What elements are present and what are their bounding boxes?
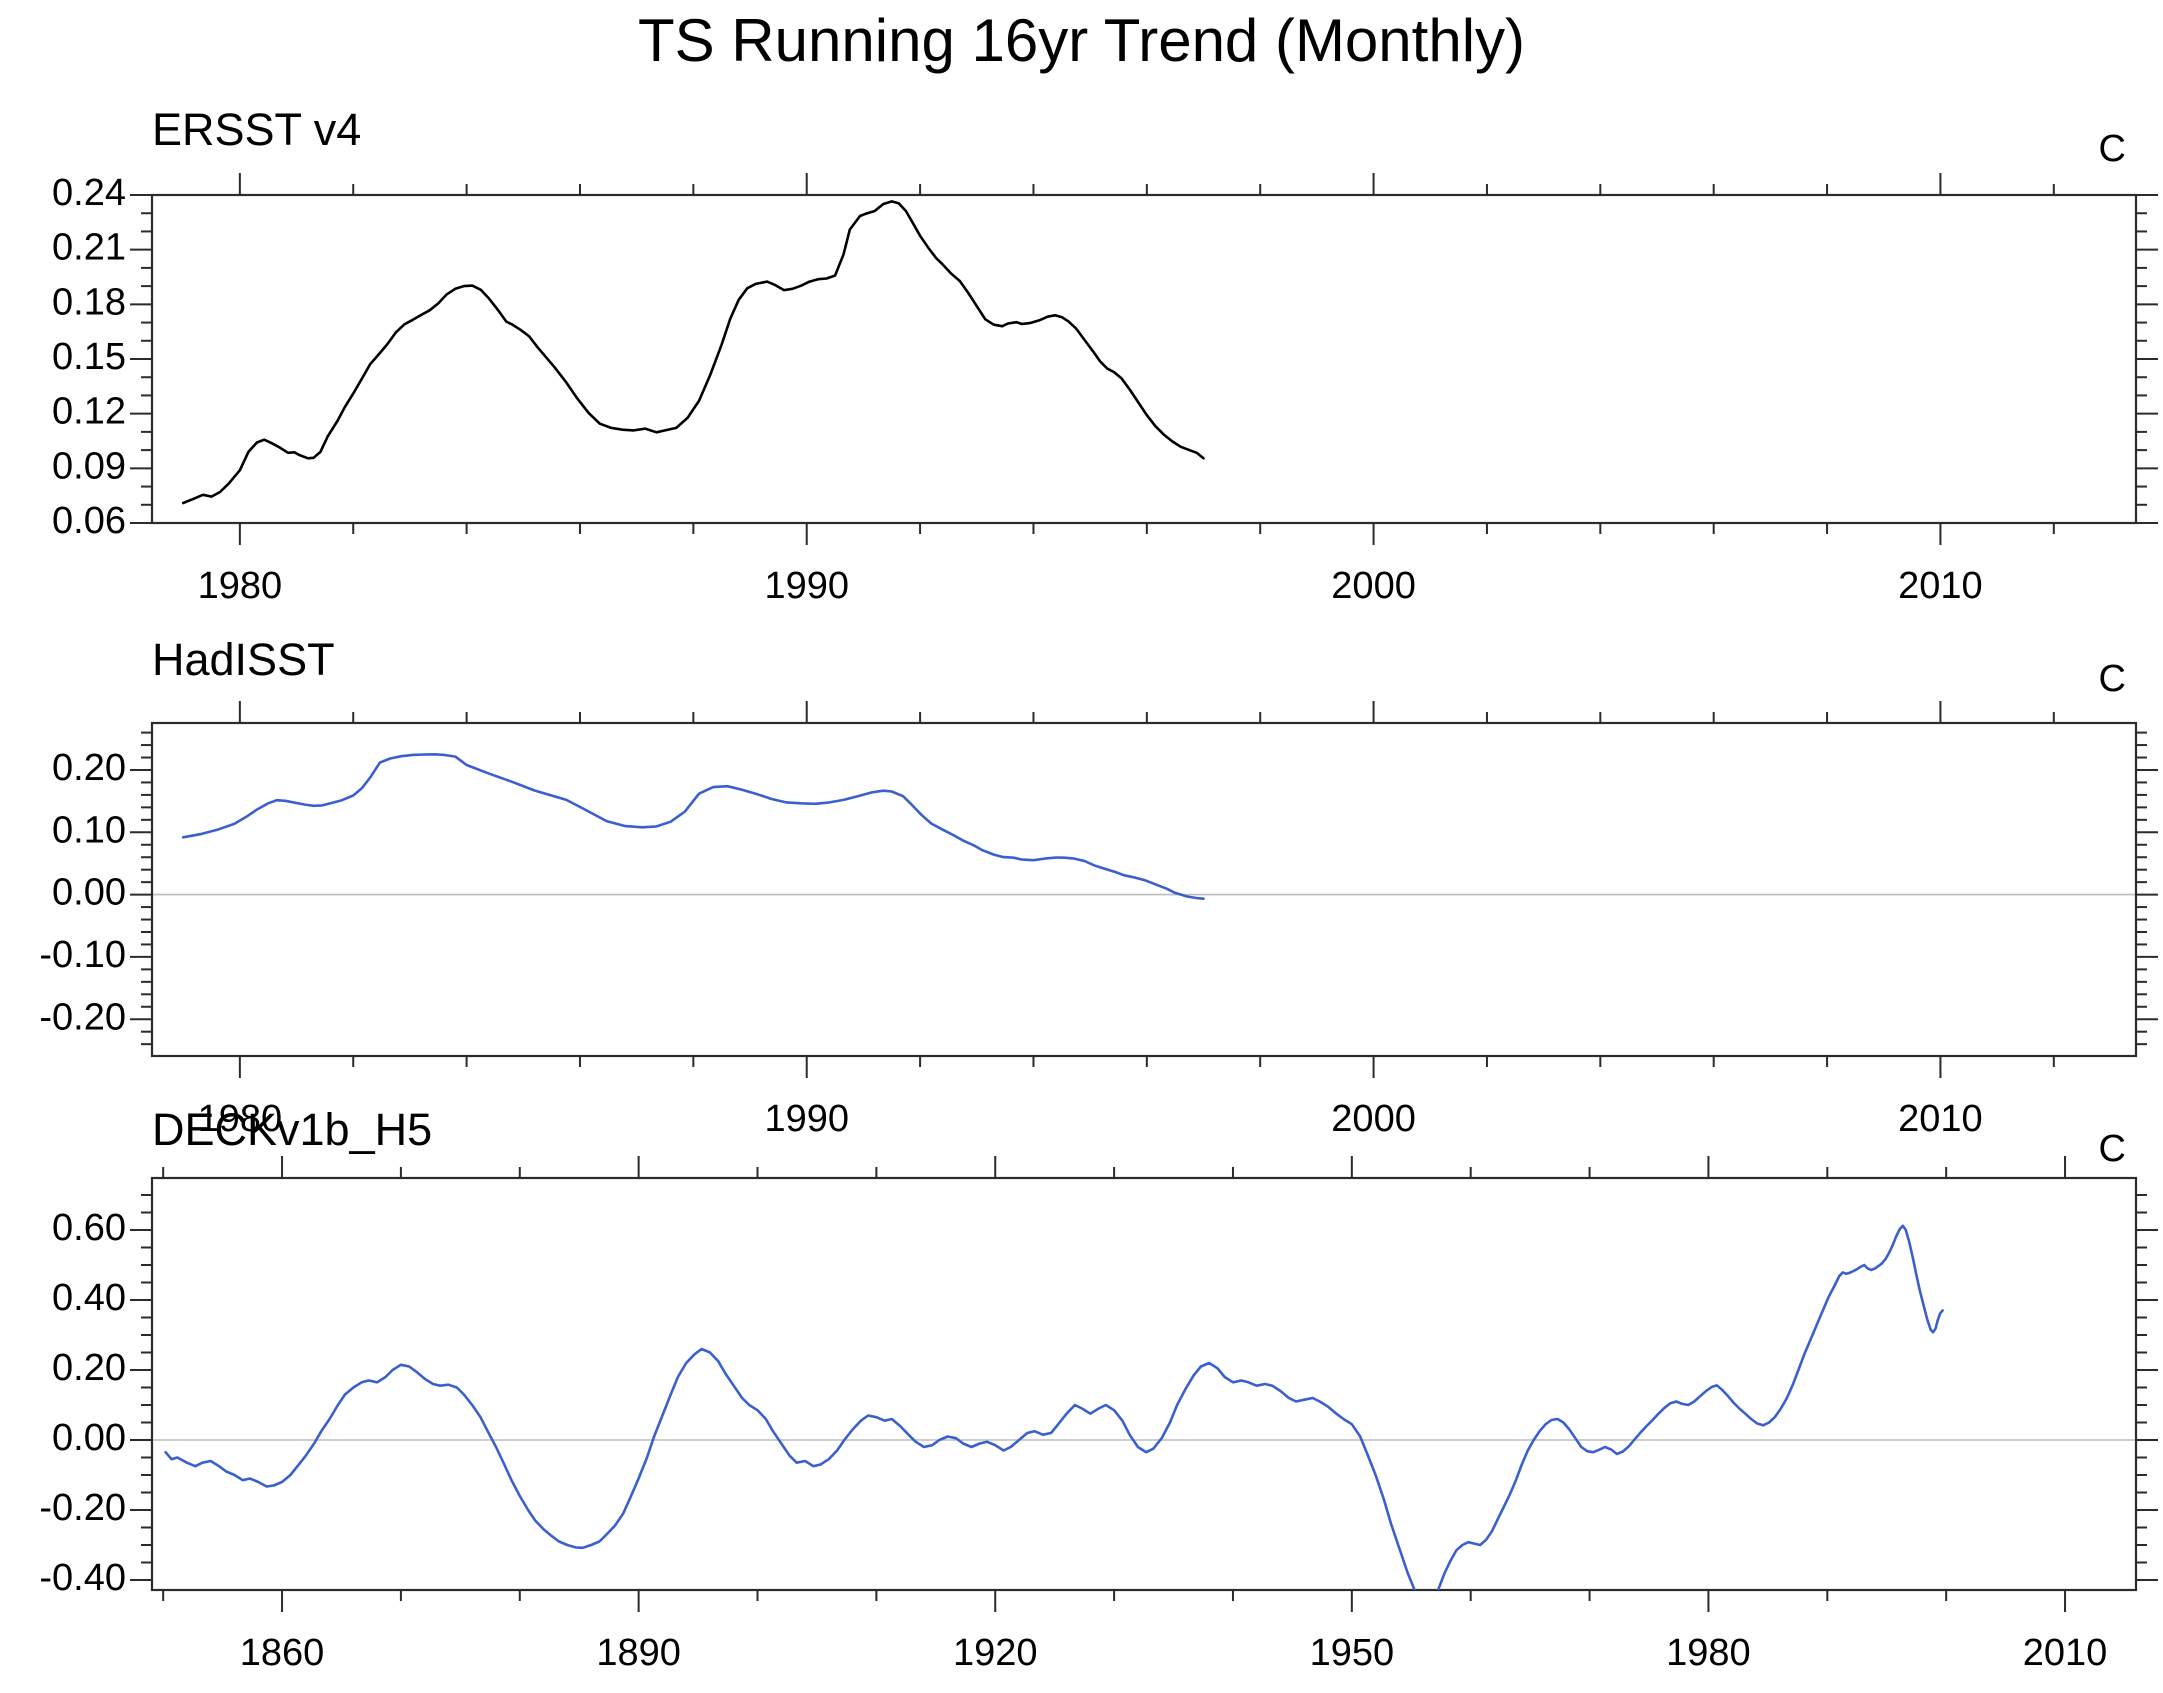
panel-title-ersst: ERSST v4 [152,104,362,155]
y-tick-label: -0.20 [39,1487,126,1529]
y-tick-label: -0.10 [39,934,126,976]
x-tick-label: 1980 [198,565,283,607]
x-tick-label: 1990 [764,565,849,607]
y-tick-label: 0.09 [52,445,126,487]
panel-unit-deck: C [2098,1128,2126,1170]
x-tick-label: 2000 [1331,565,1416,607]
y-tick-label: 0.21 [52,227,126,269]
x-tick-label: 2010 [1898,1098,1983,1140]
y-tick-label: 0.18 [52,281,126,323]
x-tick-label: 1950 [1310,1632,1395,1674]
panel-ersst-plot: 1980 1990 2000 2010 0.24 0.21 0.18 0.15 0.12 0.09… [52,172,2158,607]
x-tick-label: 1980 [1666,1632,1751,1674]
y-tick-label: -0.40 [39,1557,126,1599]
y-tick-label: 0.06 [52,500,126,542]
y-tick-label: 0.40 [52,1277,126,1319]
y-tick-label: 0.20 [52,747,126,789]
x-tick-label: 2010 [1898,565,1983,607]
panel-unit-hadisst: C [2098,658,2126,700]
x-tick-label: 1920 [953,1632,1038,1674]
x-tick-label: 1980 [198,1098,283,1140]
plot-frame [150,721,2138,1058]
y-tick-label: 0.60 [52,1207,126,1249]
y-tick-label: 0.00 [52,1417,126,1459]
panel-title-deck: DECKv1b_H5 [152,1104,433,1155]
y-tick-label: 0.10 [52,809,126,851]
series-line-ersst [181,200,1205,505]
x-tick-label: 1990 [764,1098,849,1140]
y-tick-label: 0.24 [52,172,126,214]
series-line-deck [164,1224,1944,1590]
y-tick-label: -0.20 [39,996,126,1038]
y-tick-label: 0.15 [52,336,126,378]
panel-hadisst-plot: 1980 1990 2000 2010 0.20 0.10 0.00 -0.10 -0.20 [39,701,2158,1140]
x-tick-label: 1860 [240,1632,325,1674]
y-tick-label: 0.00 [52,872,126,914]
plot-frame [150,193,2138,525]
chart-title: TS Running 16yr Trend (Monthly) [637,7,1526,74]
panel-unit-ersst: C [2098,128,2126,170]
panel-title-hadisst: HadISST [152,634,335,685]
plot-frame [150,1176,2138,1592]
x-tick-label: 1890 [596,1632,681,1674]
panel-deck-plot: 1860 1890 1920 1950 1980 2010 0.60 0.40 0.20 0.00… [39,1156,2158,1674]
x-tick-label: 2010 [2023,1632,2108,1674]
y-tick-label: 0.12 [52,391,126,433]
series-line-hadisst [181,753,1205,900]
x-tick-label: 2000 [1331,1098,1416,1140]
y-tick-label: 0.20 [52,1347,126,1389]
